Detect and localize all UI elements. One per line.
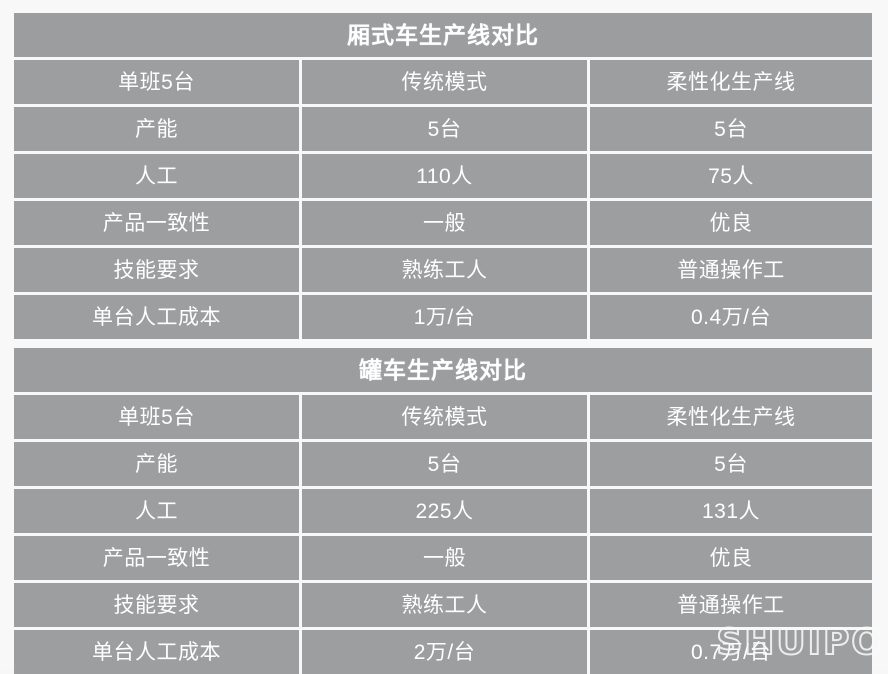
table-header-row: 单班5台 传统模式 柔性化生产线 xyxy=(14,395,872,439)
row-label: 产能 xyxy=(14,107,299,151)
row-value-flexible: 5台 xyxy=(590,107,872,151)
row-label: 产品一致性 xyxy=(14,536,299,580)
row-value-traditional: 110人 xyxy=(302,154,587,198)
column-header-metric: 单班5台 xyxy=(14,395,299,439)
row-value-traditional: 225人 xyxy=(302,489,587,533)
table-title: 罐车生产线对比 xyxy=(359,356,527,383)
table-title-row: 罐车生产线对比 xyxy=(14,348,872,392)
row-value-flexible: 普通操作工 xyxy=(590,248,872,292)
table-row: 人工 110人 75人 xyxy=(14,154,872,198)
row-value-flexible: 0.7万/台 xyxy=(590,630,872,674)
column-header-traditional: 传统模式 xyxy=(302,60,587,104)
row-value-flexible: 优良 xyxy=(590,536,872,580)
row-label: 技能要求 xyxy=(14,583,299,627)
row-value-traditional: 5台 xyxy=(302,442,587,486)
row-value-traditional: 一般 xyxy=(302,536,587,580)
table-row: 产能 5台 5台 xyxy=(14,442,872,486)
table-row: 产品一致性 一般 优良 xyxy=(14,536,872,580)
table-row: 技能要求 熟练工人 普通操作工 xyxy=(14,583,872,627)
row-value-flexible: 5台 xyxy=(590,442,872,486)
column-header-flexible: 柔性化生产线 xyxy=(590,60,872,104)
table-header-row: 单班5台 传统模式 柔性化生产线 xyxy=(14,60,872,104)
row-value-traditional: 一般 xyxy=(302,201,587,245)
row-value-traditional: 熟练工人 xyxy=(302,248,587,292)
row-label: 人工 xyxy=(14,489,299,533)
row-value-flexible: 优良 xyxy=(590,201,872,245)
column-header-traditional: 传统模式 xyxy=(302,395,587,439)
row-label: 单台人工成本 xyxy=(14,630,299,674)
table-separator xyxy=(14,342,872,345)
table-title-row: 厢式车生产线对比 xyxy=(14,13,872,57)
row-value-traditional: 5台 xyxy=(302,107,587,151)
table-box-tanker-production-line: 罐车生产线对比 单班5台 传统模式 柔性化生产线 产能 5台 5台 人工 225… xyxy=(14,348,872,674)
row-value-traditional: 1万/台 xyxy=(302,295,587,339)
row-value-flexible: 75人 xyxy=(590,154,872,198)
row-label: 技能要求 xyxy=(14,248,299,292)
table-title: 厢式车生产线对比 xyxy=(347,21,539,48)
row-label: 单台人工成本 xyxy=(14,295,299,339)
comparison-tables: 厢式车生产线对比 单班5台 传统模式 柔性化生产线 产能 5台 5台 人工 11… xyxy=(14,13,872,674)
table-row: 单台人工成本 1万/台 0.4万/台 xyxy=(14,295,872,339)
table-row: 技能要求 熟练工人 普通操作工 xyxy=(14,248,872,292)
row-label: 人工 xyxy=(14,154,299,198)
column-header-flexible: 柔性化生产线 xyxy=(590,395,872,439)
row-value-flexible: 0.4万/台 xyxy=(590,295,872,339)
table-row: 产能 5台 5台 xyxy=(14,107,872,151)
table-row: 单台人工成本 2万/台 0.7万/台 xyxy=(14,630,872,674)
table-row: 人工 225人 131人 xyxy=(14,489,872,533)
row-label: 产品一致性 xyxy=(14,201,299,245)
row-value-traditional: 熟练工人 xyxy=(302,583,587,627)
table-box-van-production-line: 厢式车生产线对比 单班5台 传统模式 柔性化生产线 产能 5台 5台 人工 11… xyxy=(14,13,872,339)
column-header-metric: 单班5台 xyxy=(14,60,299,104)
row-value-flexible: 普通操作工 xyxy=(590,583,872,627)
row-value-flexible: 131人 xyxy=(590,489,872,533)
row-value-traditional: 2万/台 xyxy=(302,630,587,674)
table-row: 产品一致性 一般 优良 xyxy=(14,201,872,245)
row-label: 产能 xyxy=(14,442,299,486)
